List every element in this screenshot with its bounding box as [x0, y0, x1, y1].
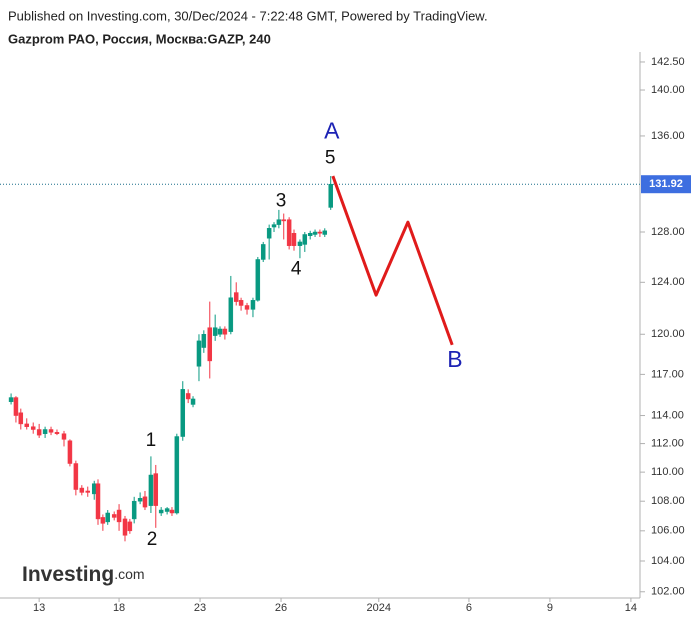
candle-body: [212, 327, 218, 336]
candle-body: [95, 483, 101, 520]
candle-body: [8, 397, 14, 402]
watermark: Investing.com: [22, 563, 145, 586]
candle-body: [116, 509, 122, 523]
wave-label: 3: [276, 190, 287, 211]
chart-title: Published on Investing.com, 30/Dec/2024 …: [8, 8, 488, 23]
y-tick-label: 142.50: [651, 56, 685, 68]
wave-label: A: [324, 118, 340, 144]
candle-body: [185, 393, 191, 400]
x-tick-label: 6: [466, 602, 472, 614]
candle-body: [276, 219, 282, 225]
candle-body: [73, 463, 79, 490]
y-tick-label: 106.00: [651, 525, 685, 537]
wave-label: B: [447, 346, 462, 372]
candle-body: [291, 232, 297, 246]
y-tick-label: 108.00: [651, 495, 685, 507]
candle-body: [36, 429, 42, 436]
y-tick-label: 114.00: [651, 409, 684, 421]
candle-body: [127, 521, 133, 532]
candle-body: [79, 487, 85, 493]
x-tick-label: 2024: [367, 602, 391, 614]
candle-body: [42, 429, 48, 434]
candle-body: [18, 412, 24, 425]
candle-body: [260, 244, 266, 260]
candle-body: [54, 432, 60, 434]
wave-label: 4: [291, 259, 302, 280]
x-tick-label: 9: [547, 602, 553, 614]
candle-body: [105, 512, 110, 523]
wave-label: 1: [146, 430, 157, 451]
y-tick-label: 117.00: [651, 368, 684, 380]
candle-body: [153, 473, 159, 506]
candle-body: [238, 300, 244, 306]
y-tick-label: 128.00: [651, 226, 685, 238]
candle-body: [100, 517, 106, 524]
candle-body: [24, 423, 29, 427]
candle-body: [312, 231, 318, 235]
y-tick-label: 140.00: [651, 84, 685, 96]
watermark-suffix: .com: [114, 566, 144, 582]
x-tick-label: 18: [113, 602, 125, 614]
candle-body: [201, 334, 207, 348]
candle-body: [164, 508, 170, 512]
candle-body: [91, 483, 97, 495]
y-tick-label: 112.00: [651, 437, 684, 449]
y-tick-label: 136.00: [651, 130, 685, 142]
candle-body: [255, 259, 261, 301]
candle-body: [85, 490, 90, 493]
candle-body: [297, 241, 303, 246]
candle-body: [266, 228, 272, 239]
candle-body: [222, 328, 228, 335]
y-tick-label: 102.00: [651, 586, 685, 598]
candle-body: [111, 514, 117, 518]
candle-body: [271, 224, 277, 228]
x-tick-label: 13: [33, 602, 45, 614]
candle-body: [217, 328, 223, 335]
y-tick-label: 120.00: [651, 328, 685, 340]
candle-body: [67, 440, 73, 464]
candle-body: [61, 433, 67, 440]
y-tick-label: 104.00: [651, 555, 685, 567]
candle-body: [174, 436, 180, 514]
candle-body: [281, 219, 286, 222]
candle-body: [317, 231, 323, 234]
candle-body: [233, 292, 239, 302]
candle-body: [169, 509, 175, 514]
last-price-label: 131.92: [649, 178, 683, 190]
chart-subtitle: Gazprom PAO, Россия, Москва:GAZP, 240: [8, 31, 271, 46]
candle-body: [228, 297, 234, 332]
candle-body: [131, 500, 137, 520]
candle-body: [207, 327, 213, 362]
candle-body: [196, 340, 202, 367]
candle-body: [122, 518, 128, 536]
candle-body: [328, 183, 333, 208]
candle-body: [244, 305, 250, 310]
candle-body: [137, 498, 143, 502]
candle-body: [302, 234, 308, 245]
candle-body: [30, 426, 36, 430]
last-price-box: [641, 175, 691, 194]
wave-label: 5: [325, 147, 336, 168]
candle-body: [250, 300, 256, 310]
watermark-brand: Investing: [22, 563, 114, 586]
x-tick-label: 26: [275, 602, 287, 614]
candle-body: [48, 429, 54, 433]
candle-body: [190, 398, 196, 405]
wave-label: 2: [147, 529, 158, 550]
candle-body: [322, 230, 328, 235]
y-tick-label: 110.00: [651, 466, 684, 478]
candle-body: [13, 397, 19, 416]
candle-body: [158, 509, 164, 514]
x-tick-label: 23: [194, 602, 206, 614]
candle-body: [142, 496, 148, 508]
candle-body: [148, 474, 154, 506]
candle-body: [180, 389, 186, 437]
candle-body: [286, 219, 292, 246]
candle-body: [307, 232, 313, 236]
projection-line: [331, 175, 454, 346]
x-tick-label: 14: [625, 602, 637, 614]
y-tick-label: 124.00: [651, 276, 685, 288]
